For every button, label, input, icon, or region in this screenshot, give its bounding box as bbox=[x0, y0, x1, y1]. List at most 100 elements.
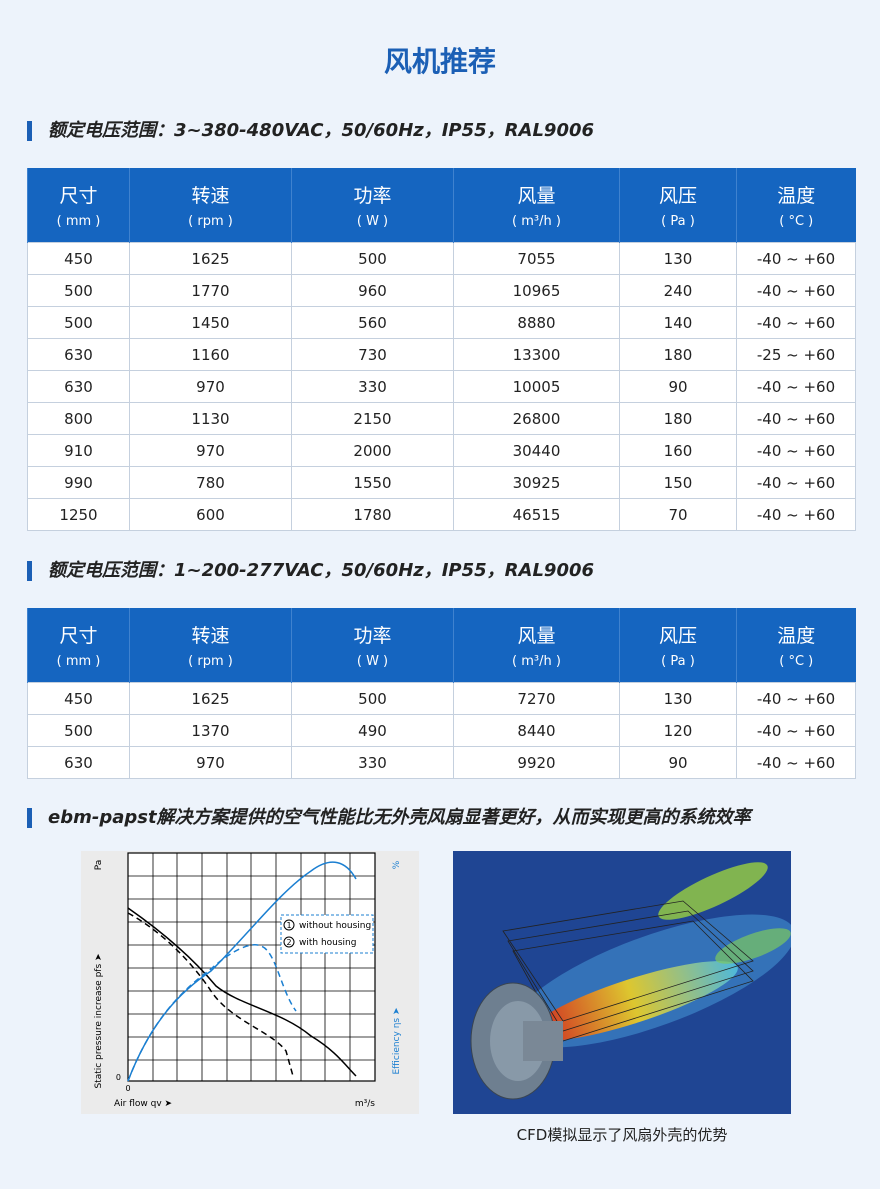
column-unit: ( m³/h ) bbox=[512, 214, 561, 229]
table-row: 500 1770 960 10965 240 -40 ~ +60 bbox=[27, 274, 856, 307]
table-cell: 500 bbox=[291, 242, 454, 275]
column-unit: ( Pa ) bbox=[661, 654, 695, 669]
table-row: 500 1370 490 8440 120 -40 ~ +60 bbox=[27, 714, 856, 747]
legend-label: without housing bbox=[299, 921, 371, 931]
column-unit: ( Pa ) bbox=[661, 214, 695, 229]
table-row: 630 970 330 9920 90 -40 ~ +60 bbox=[27, 746, 856, 779]
table-cell: 160 bbox=[619, 434, 737, 467]
table-cell: 500 bbox=[291, 682, 454, 715]
table-cell: 180 bbox=[619, 338, 737, 371]
table-cell: -40 ~ +60 bbox=[736, 306, 856, 339]
column-header: 风压 ( Pa ) bbox=[619, 168, 737, 243]
column-unit: ( °C ) bbox=[779, 214, 814, 229]
table-cell: 1250 bbox=[27, 498, 130, 531]
table-cell: 70 bbox=[619, 498, 737, 531]
legend-marker: 2 bbox=[286, 938, 291, 947]
table-cell: -40 ~ +60 bbox=[736, 714, 856, 747]
column-header: 功率 ( W ) bbox=[291, 168, 454, 243]
section-heading: ebm-papst解决方案提供的空气性能比无外壳风扇显著更好，从而实现更高的系统… bbox=[27, 808, 751, 828]
column-name: 功率 bbox=[353, 625, 392, 647]
table-row: 990 780 1550 30925 150 -40 ~ +60 bbox=[27, 466, 856, 499]
header-row: 尺寸 ( mm ) 转速 ( rpm ) 功率 ( W ) 风量 ( m³/h ) 风压 ( Pa… bbox=[27, 608, 856, 683]
table-cell: -40 ~ +60 bbox=[736, 242, 856, 275]
column-header: 尺寸 ( mm ) bbox=[27, 608, 130, 683]
table-cell: 30925 bbox=[453, 466, 620, 499]
column-name: 转速 bbox=[191, 185, 230, 207]
table-cell: 7055 bbox=[453, 242, 620, 275]
spec-table: 尺寸 ( mm ) 转速 ( rpm ) 功率 ( W ) 风量 ( m³/h ) 风压 ( Pa… bbox=[27, 608, 856, 779]
column-unit: ( m³/h ) bbox=[512, 654, 561, 669]
table-cell: -40 ~ +60 bbox=[736, 274, 856, 307]
table-cell: 30440 bbox=[453, 434, 620, 467]
table-cell: 800 bbox=[27, 402, 130, 435]
table-row: 500 1450 560 8880 140 -40 ~ +60 bbox=[27, 306, 856, 339]
x-label: Air flow qv ➤ bbox=[114, 1099, 173, 1109]
table-row: 450 1625 500 7055 130 -40 ~ +60 bbox=[27, 242, 856, 275]
table-cell: 13300 bbox=[453, 338, 620, 371]
table-row: 630 1160 730 13300 180 -25 ~ +60 bbox=[27, 338, 856, 371]
table-cell: -40 ~ +60 bbox=[736, 370, 856, 403]
table-cell: 560 bbox=[291, 306, 454, 339]
table-cell: 7270 bbox=[453, 682, 620, 715]
origin-label: 0 bbox=[125, 1084, 130, 1093]
table-cell: 1160 bbox=[129, 338, 292, 371]
table-cell: 630 bbox=[27, 746, 130, 779]
table-cell: 130 bbox=[619, 682, 737, 715]
table-cell: 140 bbox=[619, 306, 737, 339]
column-header: 温度 ( °C ) bbox=[736, 608, 856, 683]
column-name: 风量 bbox=[517, 185, 556, 207]
table-cell: 630 bbox=[27, 370, 130, 403]
column-header: 风压 ( Pa ) bbox=[619, 608, 737, 683]
table-cell: 450 bbox=[27, 242, 130, 275]
table-cell: 240 bbox=[619, 274, 737, 307]
section-heading: 额定电压范围：3~380-480VAC，50/60Hz，IP55，RAL9006 bbox=[27, 121, 594, 141]
table-cell: 9920 bbox=[453, 746, 620, 779]
table-cell: 26800 bbox=[453, 402, 620, 435]
table-cell: 990 bbox=[27, 466, 130, 499]
table-cell: -25 ~ +60 bbox=[736, 338, 856, 371]
performance-chart: 1 without housing 2 with housing Pa % St… bbox=[81, 851, 419, 1114]
x-unit: m³/s bbox=[355, 1099, 375, 1109]
table-row: 450 1625 500 7270 130 -40 ~ +60 bbox=[27, 682, 856, 715]
column-unit: ( °C ) bbox=[779, 654, 814, 669]
table-row: 1250 600 1780 46515 70 -40 ~ +60 bbox=[27, 498, 856, 531]
table-cell: -40 ~ +60 bbox=[736, 746, 856, 779]
column-name: 功率 bbox=[353, 185, 392, 207]
table-row: 630 970 330 10005 90 -40 ~ +60 bbox=[27, 370, 856, 403]
table-cell: 1780 bbox=[291, 498, 454, 531]
table-cell: 450 bbox=[27, 682, 130, 715]
table-cell: 1625 bbox=[129, 242, 292, 275]
column-header: 功率 ( W ) bbox=[291, 608, 454, 683]
table-cell: 8880 bbox=[453, 306, 620, 339]
column-name: 尺寸 bbox=[59, 625, 98, 647]
table-cell: 150 bbox=[619, 466, 737, 499]
table-cell: 90 bbox=[619, 370, 737, 403]
table-row: 800 1130 2150 26800 180 -40 ~ +60 bbox=[27, 402, 856, 435]
table-cell: 1370 bbox=[129, 714, 292, 747]
y-unit: Pa bbox=[94, 860, 104, 871]
column-unit: ( rpm ) bbox=[188, 214, 233, 229]
legend-label: with housing bbox=[299, 938, 356, 948]
table-cell: 1625 bbox=[129, 682, 292, 715]
table-cell: 490 bbox=[291, 714, 454, 747]
table-cell: 970 bbox=[129, 434, 292, 467]
table-cell: 600 bbox=[129, 498, 292, 531]
table-cell: 970 bbox=[129, 370, 292, 403]
spec-table: 尺寸 ( mm ) 转速 ( rpm ) 功率 ( W ) 风量 ( m³/h ) 风压 ( Pa… bbox=[27, 168, 856, 531]
table-cell: 330 bbox=[291, 746, 454, 779]
table-cell: -40 ~ +60 bbox=[736, 434, 856, 467]
cfd-image bbox=[453, 851, 791, 1114]
image-caption: CFD模拟显示了风扇外壳的优势 bbox=[516, 1126, 728, 1144]
table-cell: 46515 bbox=[453, 498, 620, 531]
column-header: 温度 ( °C ) bbox=[736, 168, 856, 243]
table-row: 910 970 2000 30440 160 -40 ~ +60 bbox=[27, 434, 856, 467]
table-cell: 2000 bbox=[291, 434, 454, 467]
y2-label: Efficiency ηs ➤ bbox=[392, 1007, 402, 1074]
table-cell: 1130 bbox=[129, 402, 292, 435]
table-cell: -40 ~ +60 bbox=[736, 682, 856, 715]
column-header: 转速 ( rpm ) bbox=[129, 168, 292, 243]
column-name: 温度 bbox=[777, 625, 816, 647]
table-cell: -40 ~ +60 bbox=[736, 498, 856, 531]
table-cell: 500 bbox=[27, 306, 130, 339]
